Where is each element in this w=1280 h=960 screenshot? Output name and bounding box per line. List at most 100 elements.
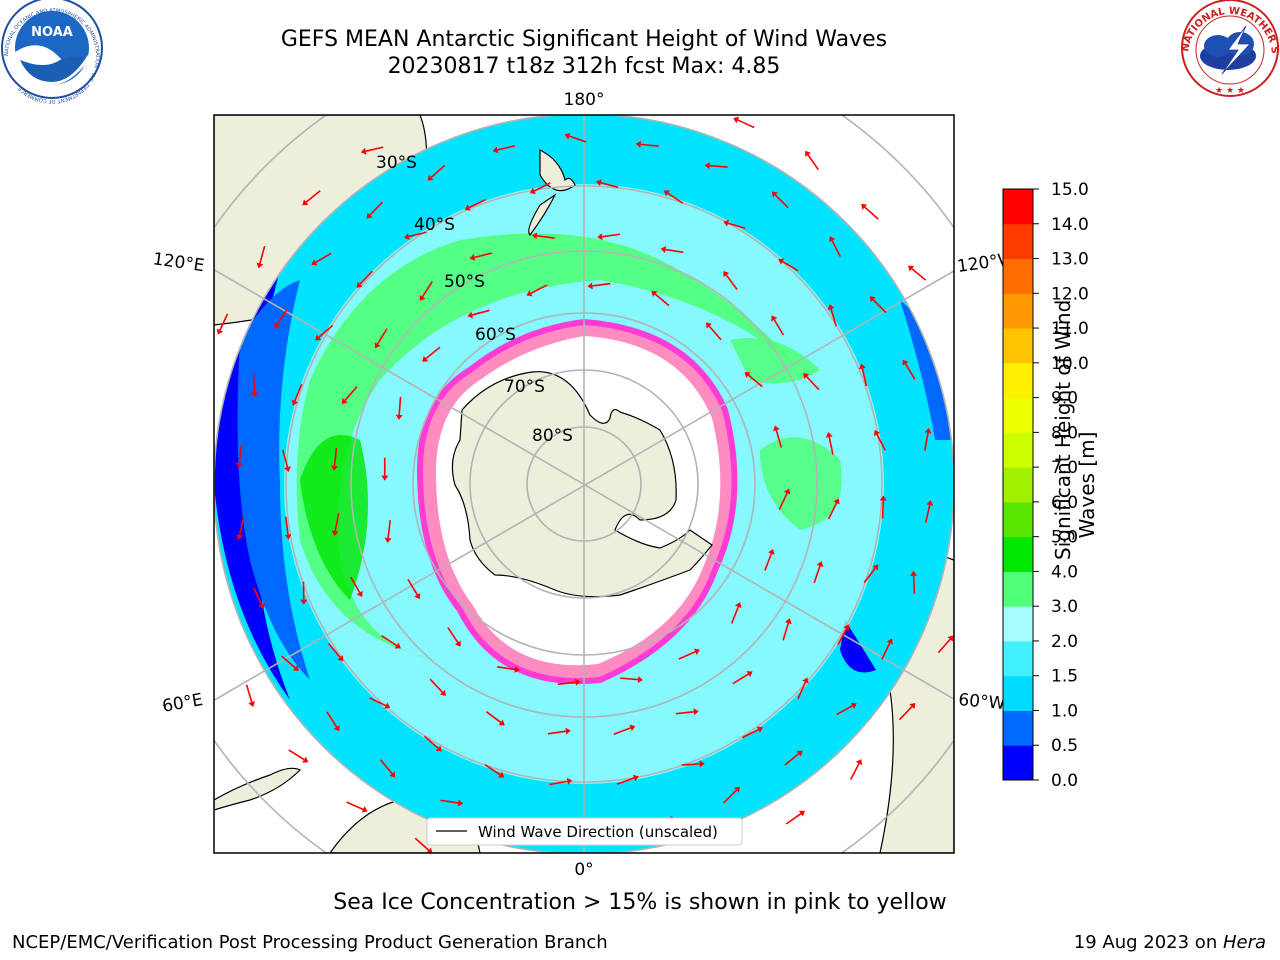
wind-wave-arrow xyxy=(881,638,893,660)
wind-wave-arrow xyxy=(564,132,587,143)
colorbar: 0.0 0.5 1.0 1.5 2.0 3.0 4.0 5.0 6.0 7.0 8.0 9.0 10.0… xyxy=(1002,180,1089,791)
colorbar-segment xyxy=(1003,675,1033,711)
wind-wave-arrow xyxy=(778,258,799,272)
wind-wave-arrow xyxy=(675,708,699,716)
wind-wave-arrow xyxy=(873,429,886,451)
lon-label-180: 180° xyxy=(564,90,605,110)
lon-label-0: 0° xyxy=(574,860,593,880)
wind-wave-arrow xyxy=(381,457,389,481)
colorbar-tick-label: 0.5 xyxy=(1051,736,1078,756)
wind-wave-arrow xyxy=(395,396,403,420)
lat-label-50s: 50°S xyxy=(444,272,485,292)
colorbar-segment xyxy=(1003,571,1033,607)
wind-wave-arrow xyxy=(381,635,401,649)
wind-wave-arrow xyxy=(526,284,548,297)
colorbar-tick-label: 4.0 xyxy=(1051,562,1078,582)
wind-wave-arrow xyxy=(773,425,783,448)
wind-wave-arrow xyxy=(635,140,659,148)
wind-wave-arrow xyxy=(281,655,299,671)
colorbar-outline xyxy=(1002,188,1034,781)
wind-wave-arrow xyxy=(467,309,490,319)
wind-wave-arrow xyxy=(251,374,258,398)
colorbar-segment xyxy=(1003,432,1033,468)
lon-label-60w: 60°W xyxy=(958,690,1007,714)
colorbar-segment xyxy=(1003,189,1033,225)
colorbar-segment xyxy=(1003,640,1033,677)
wind-wave-arrow xyxy=(732,671,753,685)
wind-wave-arrow xyxy=(366,201,384,219)
colorbar-tick-label: 1.5 xyxy=(1051,667,1078,687)
wind-wave-arrow xyxy=(291,383,303,406)
wind-wave-arrow xyxy=(236,517,245,540)
wind-wave-arrow xyxy=(827,498,840,520)
map-legend: Wind Wave Direction (unscaled) xyxy=(426,817,743,846)
wind-wave-arrow xyxy=(681,760,705,768)
legend-label: Wind Wave Direction (unscaled) xyxy=(478,823,718,841)
wind-wave-arrow xyxy=(828,236,842,257)
wind-wave-arrow xyxy=(369,697,391,709)
wind-wave-arrow xyxy=(704,162,728,170)
colorbar-segment xyxy=(1003,328,1033,364)
svg-text:★ ★ ★: ★ ★ ★ xyxy=(1215,86,1245,96)
ice-caption: Sea Ice Concentration > 15% is shown in … xyxy=(333,890,947,915)
wind-wave-arrow xyxy=(484,764,505,778)
wind-wave-arrow xyxy=(424,735,442,752)
wind-wave-arrow xyxy=(253,587,265,610)
wind-wave-arrow xyxy=(620,676,644,684)
footer-credit: NCEP/EMC/Verification Post Processing Pr… xyxy=(12,932,608,953)
svg-text:NATIONAL WEATHER SERVICE: NATIONAL WEATHER SERVICE xyxy=(0,0,1280,54)
wind-wave-arrow xyxy=(723,271,738,290)
wind-wave-arrow xyxy=(300,581,308,605)
wind-wave-arrow xyxy=(587,282,611,290)
wind-wave-arrow xyxy=(346,801,368,813)
lat-label-70s: 70°S xyxy=(504,377,545,397)
wind-wave-arrow xyxy=(660,246,684,254)
map-frame xyxy=(213,114,955,854)
wind-wave-arrow xyxy=(785,810,805,825)
wind-wave-arrow xyxy=(403,231,427,240)
colorbar-segment xyxy=(1003,501,1033,538)
noaa-logo: NOAA NATIONAL OCEANIC AND ATMOSPHERIC AD… xyxy=(1,0,103,104)
lon-label-60e: 60°E xyxy=(161,690,205,717)
colorbar-segment xyxy=(1003,293,1033,329)
colorbar-tick-label: 12.0 xyxy=(1051,284,1089,304)
colorbar-tick-label: 14.0 xyxy=(1051,215,1089,235)
nws-logo: NATIONAL WEATHER SERVICE ★ ★ ★ xyxy=(0,0,1280,97)
wind-wave-arrow xyxy=(741,726,763,739)
wind-wave-arrow xyxy=(784,750,803,766)
wind-wave-arrow xyxy=(879,495,887,519)
wind-wave-arrow xyxy=(374,328,388,349)
wind-wave-arrow xyxy=(858,363,868,387)
wind-wave-arrow xyxy=(245,684,256,707)
lat-label-40s: 40°S xyxy=(414,215,455,235)
wind-wave-arrow xyxy=(837,624,850,645)
wind-wave-arrow xyxy=(407,578,421,600)
wind-wave-arrow xyxy=(440,799,464,807)
wind-wave-arrow xyxy=(350,576,363,598)
wind-wave-arrow xyxy=(315,324,334,341)
map-area: Wind Wave Direction (unscaled) xyxy=(214,115,954,853)
lon-label-120e: 120°E xyxy=(152,249,206,276)
wind-wave-arrow xyxy=(384,520,392,543)
colorbar-tick-label: 3.0 xyxy=(1051,597,1078,617)
wind-wave-arrow xyxy=(723,219,746,230)
wind-wave-arrow xyxy=(825,432,834,455)
wind-wave-arrow xyxy=(803,372,820,391)
new-zealand xyxy=(528,149,576,236)
wind-wave-arrow xyxy=(613,724,636,735)
colorbar-tick-label: 11.0 xyxy=(1051,319,1089,339)
wind-wave-arrow xyxy=(771,191,789,209)
wind-wave-arrow xyxy=(924,428,932,451)
colorbar-segment xyxy=(1003,536,1033,572)
wind-wave-arrow xyxy=(328,642,344,662)
colorbar-tick-label: 9.0 xyxy=(1051,389,1078,409)
wind-wave-arrow xyxy=(360,146,384,155)
wind-wave-arrow xyxy=(274,308,288,329)
nws-ring-text: NATIONAL WEATHER SERVICE xyxy=(0,0,1280,54)
wind-wave-arrow xyxy=(547,727,571,735)
wind-wave-arrow xyxy=(797,677,809,699)
wind-wave-arrow xyxy=(379,759,396,778)
wind-wave-arrow xyxy=(429,678,446,696)
wind-wave-arrow xyxy=(778,488,791,510)
